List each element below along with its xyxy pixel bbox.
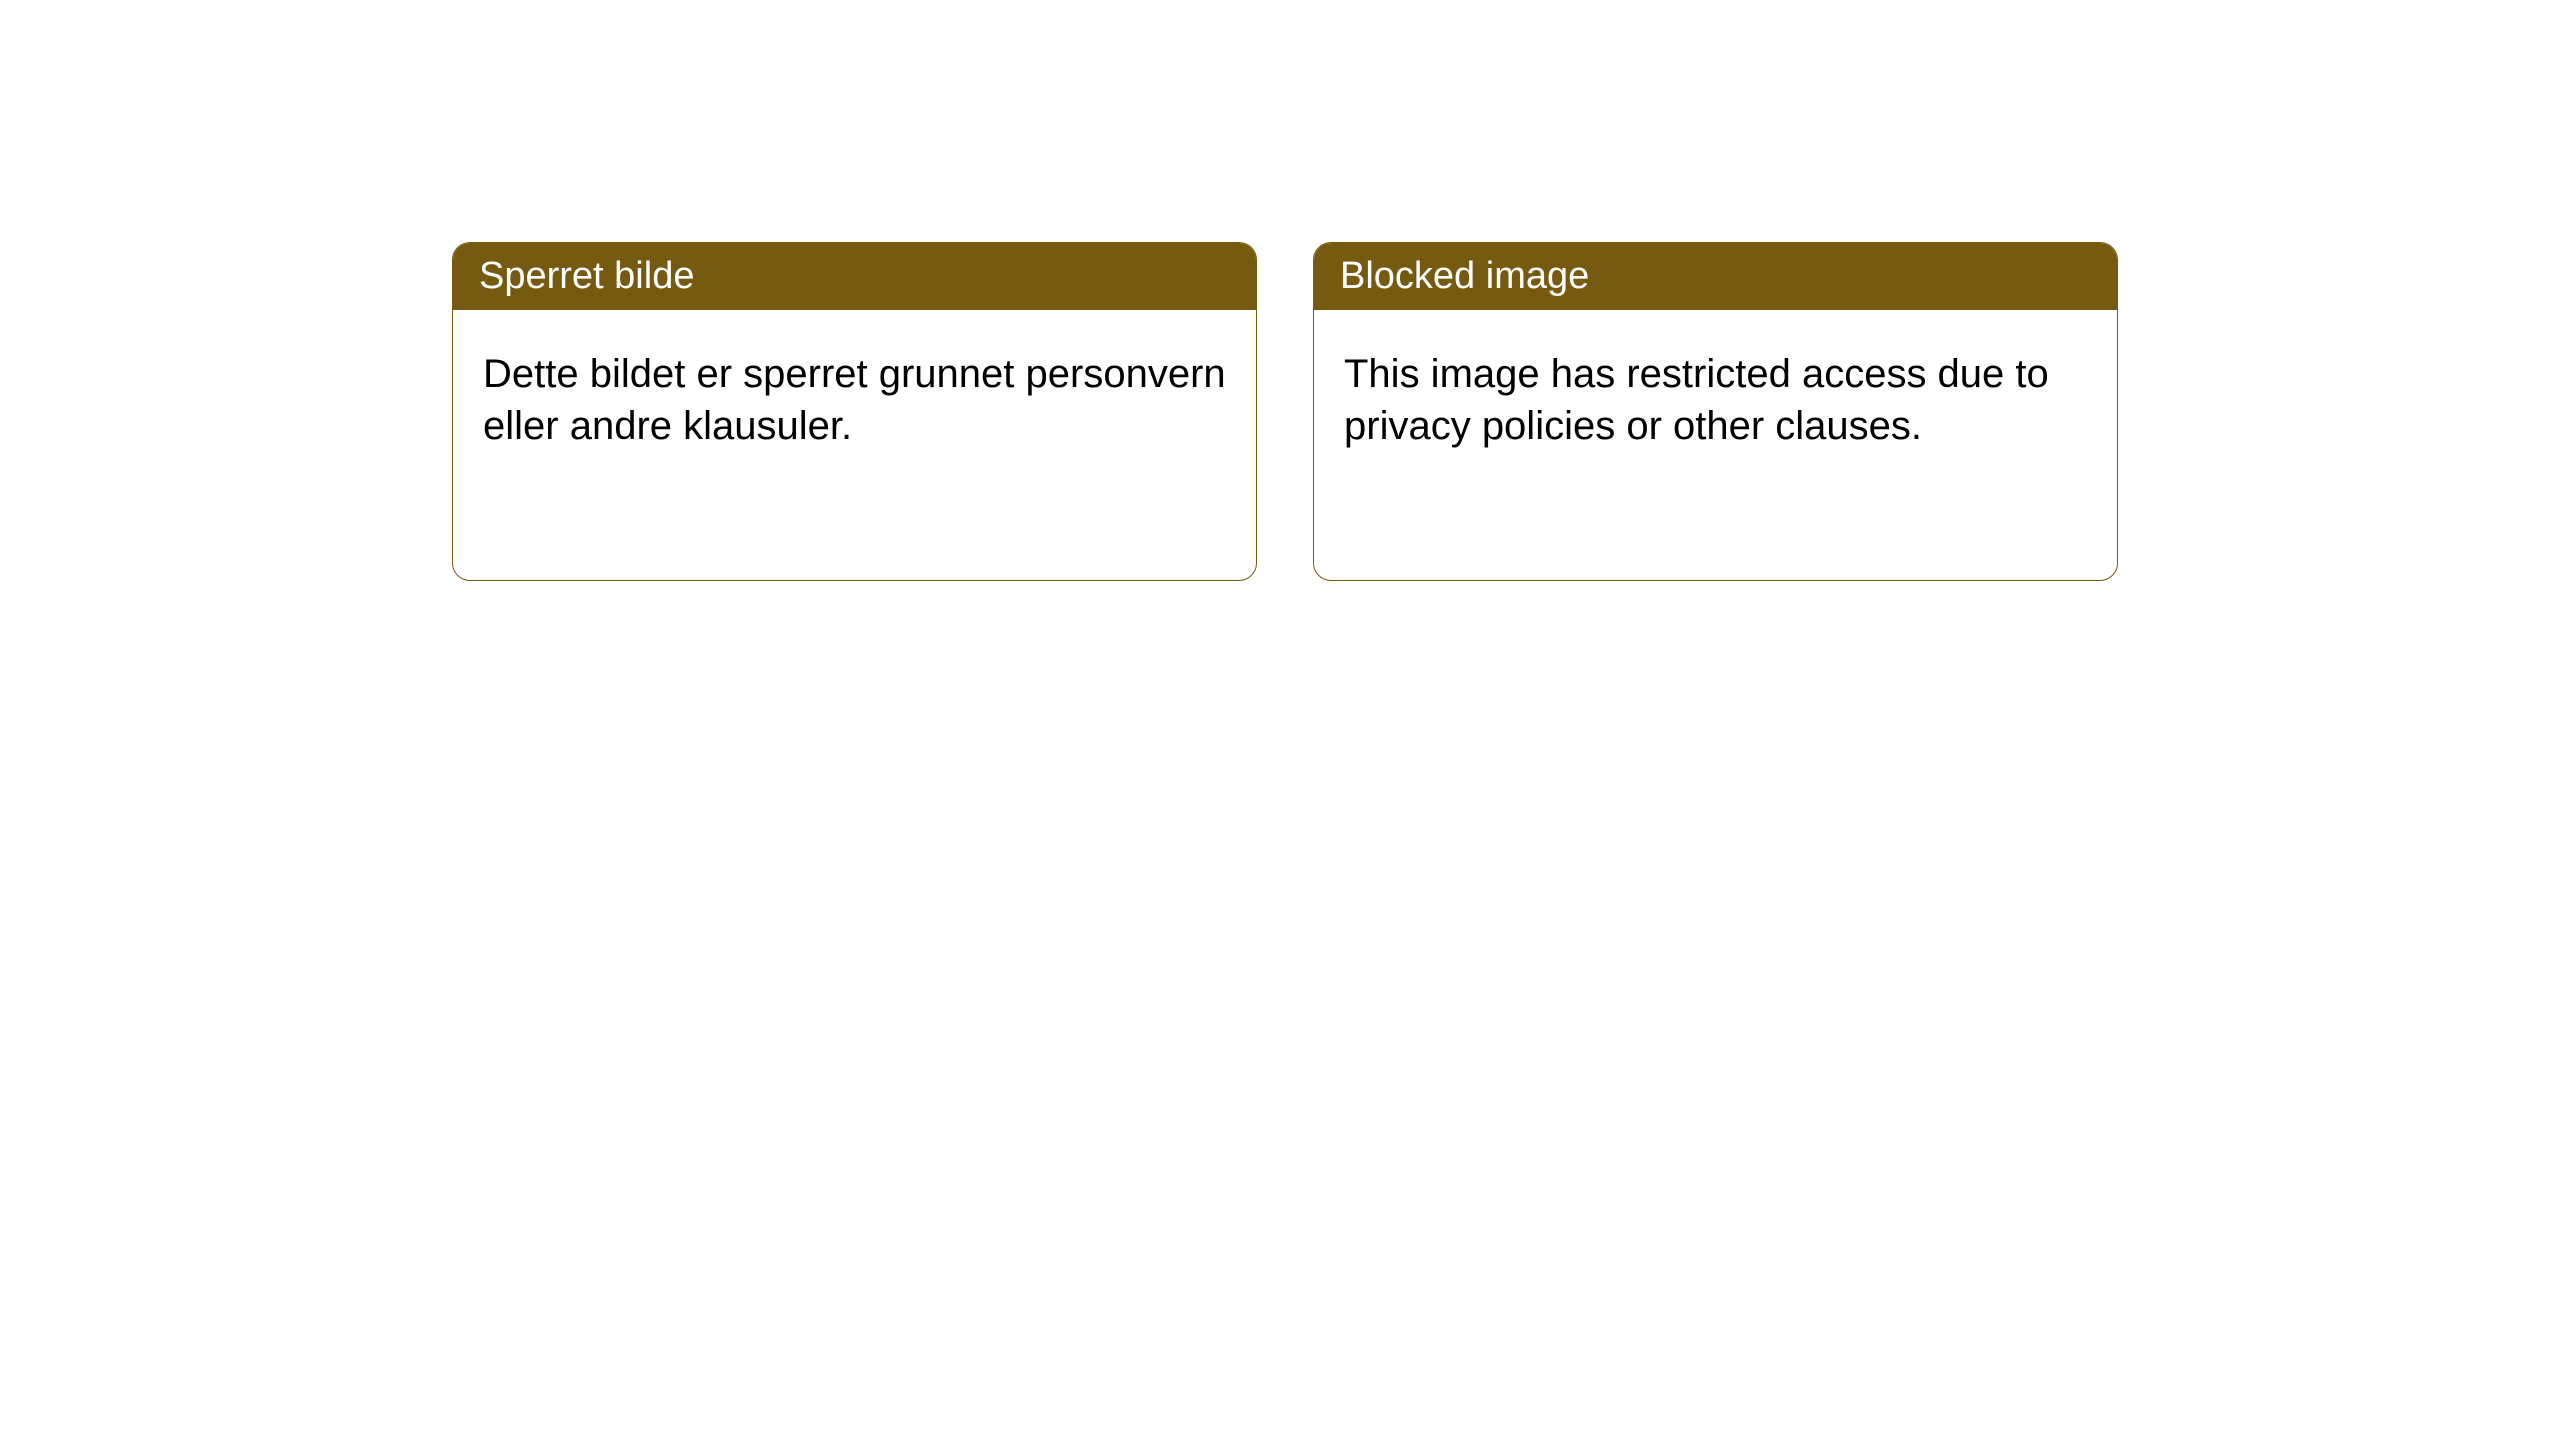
- notice-cards-container: Sperret bilde Dette bildet er sperret gr…: [0, 0, 2560, 581]
- card-body-text: This image has restricted access due to …: [1344, 352, 2049, 448]
- notice-card-norwegian: Sperret bilde Dette bildet er sperret gr…: [452, 242, 1257, 581]
- card-title: Sperret bilde: [479, 255, 694, 297]
- card-body: This image has restricted access due to …: [1314, 310, 2117, 580]
- card-title: Blocked image: [1340, 255, 1589, 297]
- card-body-text: Dette bildet er sperret grunnet personve…: [483, 352, 1226, 448]
- card-body: Dette bildet er sperret grunnet personve…: [453, 310, 1256, 580]
- card-header: Blocked image: [1314, 243, 2117, 310]
- card-header: Sperret bilde: [453, 243, 1256, 310]
- notice-card-english: Blocked image This image has restricted …: [1313, 242, 2118, 581]
